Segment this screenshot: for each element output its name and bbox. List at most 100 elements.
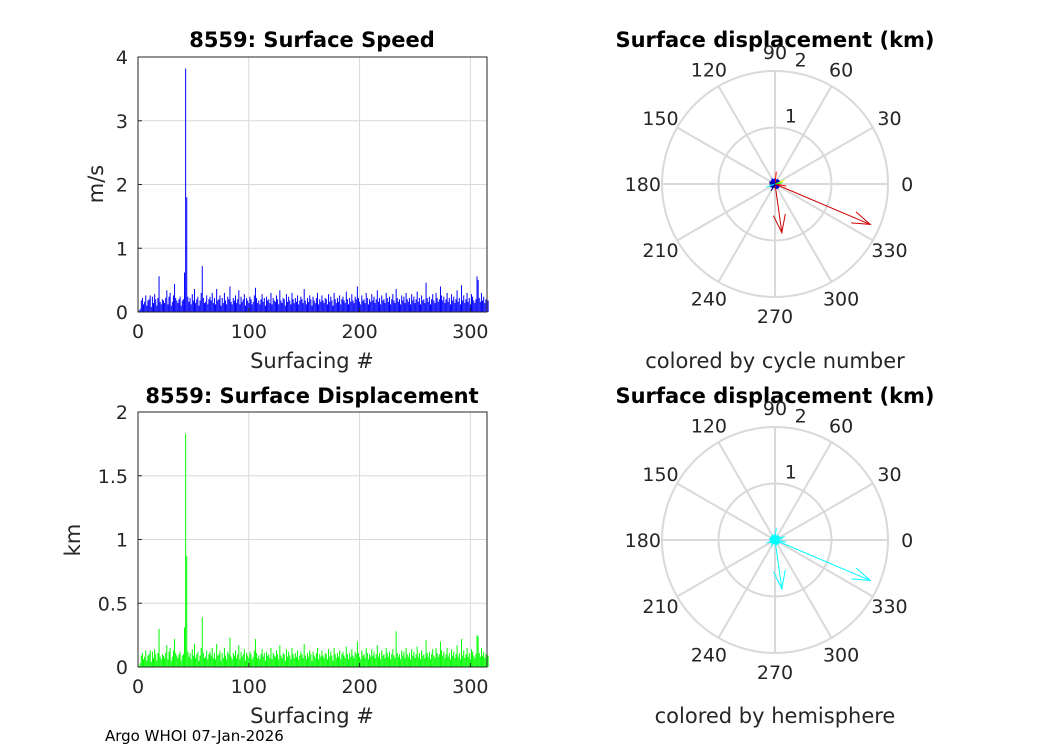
speed-x-tick-label: 200: [341, 321, 377, 343]
displacement-y-tick-label: 2: [116, 402, 128, 424]
polar-cycle-spoke: [676, 183, 776, 242]
polar-cycle-subtitle: colored by cycle number: [645, 349, 905, 373]
speed-x-axis-label: Surfacing #: [250, 349, 374, 373]
polar-hemisphere-arrow: [768, 537, 776, 541]
polar-cycle-arrow: [766, 183, 776, 188]
polar-hemisphere-title: Surface displacement (km): [615, 384, 934, 408]
displacement-chart: 8559: Surface Displacement Surfacing # k…: [61, 384, 489, 728]
displacement-y-tick-label: 1: [116, 530, 128, 552]
polar-hemisphere-radius-label: 1: [785, 461, 797, 483]
displacement-y-tick-label: 0: [116, 657, 128, 679]
polar-cycle-arrow: [770, 183, 776, 192]
footer-credit: Argo WHOI 07-Jan-2026: [105, 727, 284, 745]
polar-cycle-angle-label: 120: [691, 60, 727, 82]
polar-hemisphere-arrow: [774, 527, 777, 541]
polar-cycle-angle-label: 330: [871, 240, 907, 262]
polar-cycle-spoke: [774, 183, 874, 242]
displacement-x-tick-label: 200: [341, 676, 377, 698]
polar-cycle-angle-label: 240: [691, 288, 727, 310]
polar-cycle-angle-label: 30: [877, 108, 901, 130]
polar-hemisphere-angle-label: 270: [757, 662, 793, 684]
polar-cycle-spoke: [774, 183, 833, 283]
polar-hemisphere-spoke: [774, 539, 833, 639]
polar-cycle-title: Surface displacement (km): [615, 28, 934, 52]
speed-x-tick-label: 100: [231, 321, 267, 343]
polar-hemisphere-spoke: [774, 539, 874, 598]
polar-cycle-arrow: [768, 181, 776, 185]
polar-cycle-arrow: [774, 183, 783, 233]
polar-hemisphere-spoke: [774, 441, 833, 541]
speed-y-tick-label: 1: [116, 238, 128, 260]
polar-hemisphere-angle-label: 0: [901, 530, 913, 552]
polar-cycle-spoke: [774, 85, 833, 185]
polar-hemisphere-arrow: [774, 539, 779, 546]
polar-cycle-radius-label: 2: [795, 50, 807, 72]
speed-y-tick-label: 3: [116, 111, 128, 133]
speed-y-axis-label: m/s: [84, 165, 108, 203]
polar-hemisphere-subtitle: colored by hemisphere: [655, 704, 896, 728]
polar-cycle-spoke: [717, 183, 776, 283]
polar-hemisphere-angle-label: 60: [829, 416, 853, 438]
polar-hemisphere-angle-label: 120: [691, 416, 727, 438]
speed-y-tick-label: 4: [116, 47, 128, 69]
polar-hemisphere-arrow-head: [772, 569, 786, 591]
polar-cycle-arrow-head: [772, 213, 786, 235]
displacement-x-tick-label: 0: [132, 676, 144, 698]
polar-hemisphere-arrow: [774, 539, 783, 589]
polar-hemisphere-angle-label: 150: [642, 464, 678, 486]
polar-cycle-arrow: [774, 182, 783, 185]
speed-x-tick-label: 0: [132, 321, 144, 343]
polar-hemisphere-arrow: [770, 539, 776, 548]
polar-cycle-spoke: [717, 85, 776, 185]
polar-cycle-arrow: [774, 179, 780, 185]
polar-cycle-angle-label: 270: [757, 306, 793, 328]
polar-cycle-spoke: [676, 126, 776, 185]
displacement-chart-title: 8559: Surface Displacement: [145, 384, 478, 408]
speed-y-tick-label: 2: [116, 175, 128, 197]
polar-hemisphere-angle-label: 240: [691, 644, 727, 666]
polar-cycle-radius-label: 1: [785, 105, 797, 127]
polar-hemisphere-arrow: [766, 539, 776, 544]
polar-hemisphere-arrow-head: [851, 567, 872, 582]
speed-x-tick-label: 300: [452, 321, 488, 343]
polar-cycle-arrow: [774, 171, 777, 185]
polar-hemisphere-spoke: [717, 441, 776, 541]
polar-cycle-angle-label: 60: [829, 60, 853, 82]
displacement-y-axis-label: km: [61, 524, 85, 557]
speed-y-tick-label: 0: [116, 302, 128, 324]
polar-cycle-angle-label: 300: [823, 288, 859, 310]
displacement-x-tick-label: 100: [231, 676, 267, 698]
polar-cycle-arrow: [774, 183, 787, 187]
polar-hemisphere-spoke: [676, 482, 776, 541]
polar-cycle-angle-label: 150: [642, 108, 678, 130]
polar-hemisphere-chart: Surface displacement (km) colored by hem…: [615, 384, 934, 728]
polar-cycle-angle-label: 210: [642, 240, 678, 262]
displacement-x-axis-label: Surfacing #: [250, 704, 374, 728]
polar-cycle-arrow: [774, 183, 871, 225]
polar-hemisphere-radius-label: 2: [795, 406, 807, 428]
displacement-x-tick-label: 300: [452, 676, 488, 698]
polar-cycle-spoke: [774, 126, 874, 185]
polar-hemisphere-arrow: [771, 533, 776, 541]
displacement-y-tick-label: 0.5: [98, 593, 128, 615]
polar-hemisphere-spoke: [676, 539, 776, 598]
polar-cycle-angle-label: 180: [625, 174, 661, 196]
polar-hemisphere-angle-label: 210: [642, 596, 678, 618]
polar-hemisphere-angle-label: 30: [877, 464, 901, 486]
polar-hemisphere-spoke: [774, 482, 874, 541]
polar-hemisphere-arrow: [774, 535, 780, 541]
polar-hemisphere-arrow: [774, 539, 787, 543]
displacement-y-tick-label: 1.5: [98, 466, 128, 488]
polar-hemisphere-arrow: [774, 538, 783, 541]
polar-hemisphere-spoke: [717, 539, 776, 639]
speed-chart-title: 8559: Surface Speed: [189, 28, 435, 52]
polar-cycle-arrow: [774, 183, 779, 190]
polar-cycle-chart: Surface displacement (km) colored by cyc…: [615, 28, 934, 373]
polar-hemisphere-angle-label: 330: [871, 596, 907, 618]
polar-hemisphere-angle-label: 300: [823, 644, 859, 666]
polar-hemisphere-angle-label: 90: [763, 398, 787, 420]
speed-chart: 8559: Surface Speed Surfacing # m/s 0 100…: [84, 28, 489, 373]
polar-hemisphere-arrow: [774, 539, 871, 581]
polar-cycle-angle-label: 0: [901, 174, 913, 196]
polar-cycle-arrow: [771, 177, 776, 185]
